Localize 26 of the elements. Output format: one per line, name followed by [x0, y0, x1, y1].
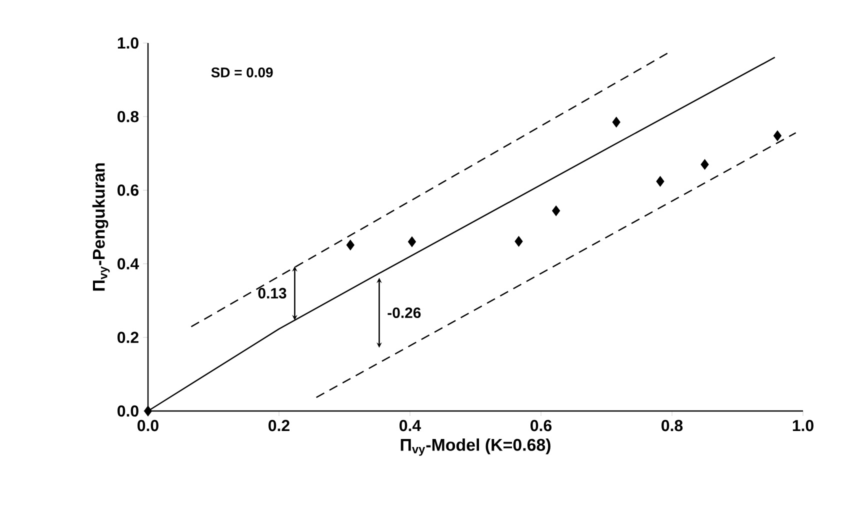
x-tick-label: 0.2 — [268, 420, 290, 432]
x-tick-label: 0.6 — [530, 420, 552, 432]
annotation: -0.26 — [388, 307, 421, 318]
y-tick-label: 1.0 — [118, 37, 138, 49]
point — [612, 117, 620, 128]
point — [514, 236, 523, 246]
y-tick-label: 0.4 — [118, 258, 139, 270]
x-tick-label: 0.0 — [138, 420, 158, 432]
x-axis-title: Π$_{vy}$-Model (K=0.68) — [400, 438, 550, 456]
point — [408, 236, 416, 247]
y-tick-label: 0.2 — [118, 332, 138, 344]
y-tick-label: 0.0 — [118, 405, 138, 417]
y-tick-label: 0.8 — [118, 110, 139, 122]
annotation: 0.13 — [258, 288, 286, 299]
y-axis-title: Π$_{vy}$-Pengukuran — [92, 163, 110, 291]
x-tick-label: 0.8 — [662, 420, 683, 432]
point — [552, 206, 560, 216]
x-tick-label: 0.4 — [400, 420, 421, 432]
point — [346, 240, 354, 250]
point — [144, 406, 152, 416]
x-tick-label: 1.0 — [792, 420, 814, 432]
point — [700, 159, 709, 170]
annotation: SD = 0.09 — [211, 67, 273, 78]
point — [656, 176, 664, 186]
point — [774, 130, 782, 141]
y-tick-label: 0.6 — [118, 184, 138, 196]
